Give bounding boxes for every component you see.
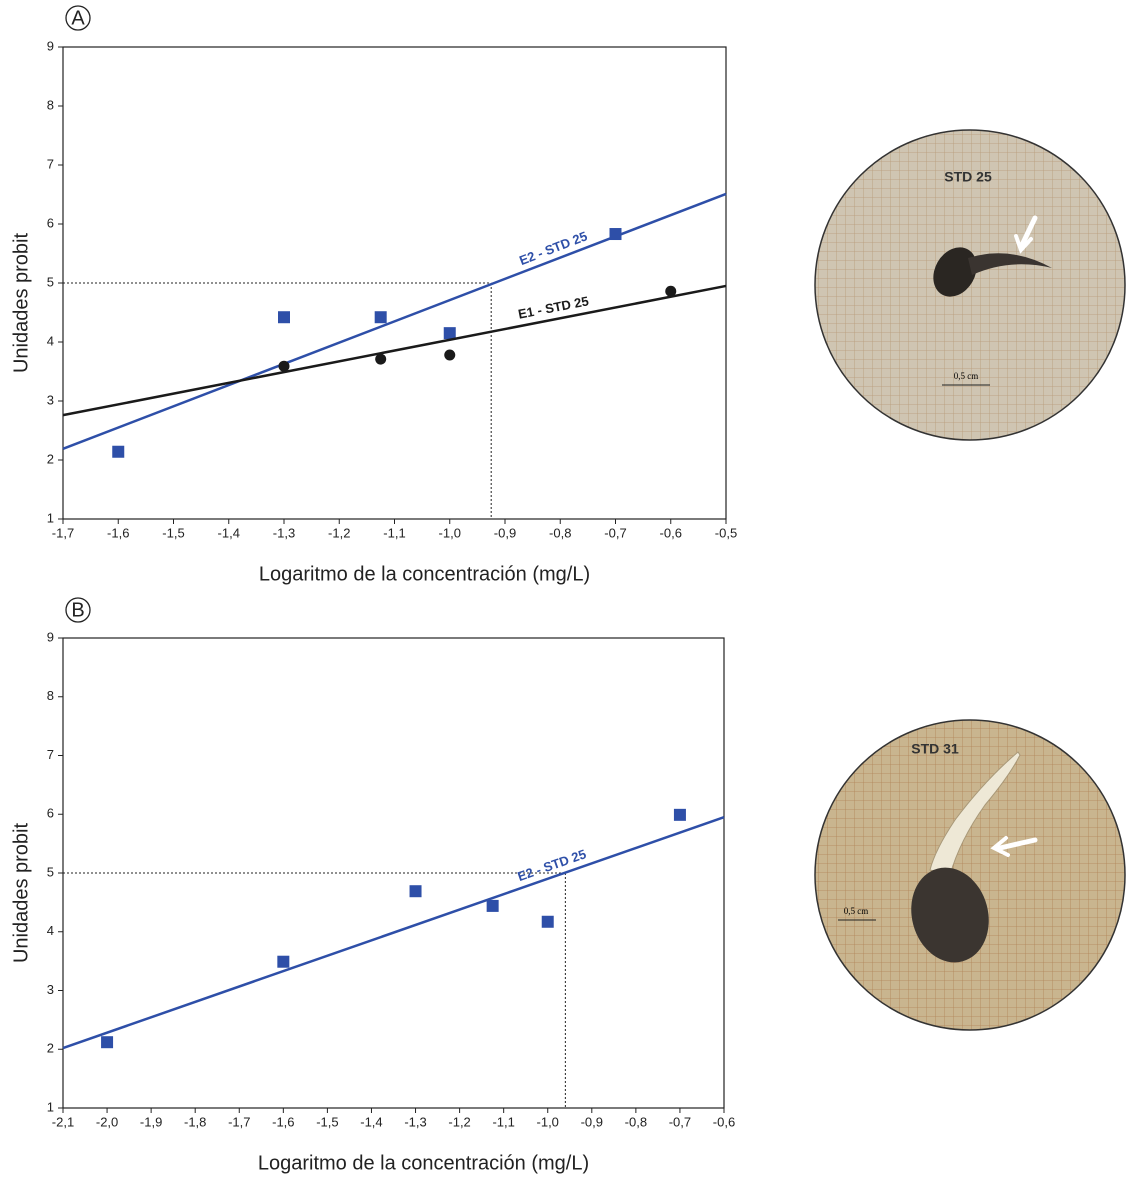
panel-badge [65,5,91,31]
x-tick-label: -1,6 [272,1114,294,1129]
y-axis-label: Unidades probit [10,823,32,964]
x-tick-label: -1,5 [316,1114,338,1129]
x-tick-label: -1,8 [184,1114,206,1129]
plot-area [62,46,727,520]
y-tick-label: 4 [47,333,54,348]
y-tick-label: 6 [47,215,54,230]
y-tick-label: 7 [47,747,54,762]
y-tick-label: 4 [47,923,54,938]
fit-line [62,284,727,417]
x-tick-label: -0,8 [625,1114,647,1129]
x-tick-label: -1,3 [404,1114,426,1129]
x-tick-label: -0,6 [713,1114,735,1129]
point [112,445,125,458]
point [375,353,387,365]
fit-label: E1 - STD 25 [517,293,590,321]
point [665,285,677,297]
y-tick-label: 7 [47,156,54,171]
fit-label: E2 - STD 25 [517,228,589,268]
point [673,808,686,821]
x-tick-label: -1,9 [140,1114,162,1129]
panel-label: A [71,7,85,29]
panel-badge [65,597,91,623]
y-tick-label: 5 [47,274,54,289]
photo-label: STD 31 [911,741,959,757]
x-tick-label: -0,5 [715,525,737,540]
x-tick-label: -0,7 [669,1114,691,1129]
x-tick-label: -1,0 [439,525,461,540]
x-tick-label: -2,1 [52,1114,74,1129]
point [486,899,499,912]
x-tick-label: -1,5 [162,525,184,540]
x-tick-label: -0,7 [604,525,626,540]
x-tick-label: -1,2 [448,1114,470,1129]
x-tick-label: -1,1 [383,525,405,540]
photo-label: STD 25 [944,169,992,185]
x-tick-label: -0,9 [581,1114,603,1129]
x-tick-label: -2,0 [96,1114,118,1129]
fit-line [62,816,725,1050]
x-axis-label: Logaritmo de la concentración (mg/L) [258,1152,589,1174]
x-tick-label: -1,0 [537,1114,559,1129]
point [541,915,554,928]
x-tick-label: -1,4 [218,525,240,540]
photo-a: 0,5 cm STD 25 [814,129,1126,441]
y-tick-label: 8 [47,688,54,703]
photo-scale: 0,5 cm [844,906,869,916]
x-axis-label: Logaritmo de la concentración (mg/L) [259,563,590,585]
x-tick-label: -0,6 [660,525,682,540]
x-tick-label: -0,8 [549,525,571,540]
x-tick-label: -1,2 [328,525,350,540]
x-tick-label: -1,7 [228,1114,250,1129]
y-tick-label: 3 [47,982,54,997]
y-tick-label: 2 [47,1041,54,1056]
y-tick-label: 1 [47,510,54,525]
y-tick-label: 6 [47,806,54,821]
plot-area [62,637,725,1109]
y-tick-label: 9 [47,629,54,644]
fit-line [62,192,727,450]
point [609,228,622,241]
y-tick-label: 3 [47,392,54,407]
point [409,885,422,898]
point [101,1036,114,1049]
point [444,349,456,361]
point [278,311,290,324]
x-tick-label: -1,4 [360,1114,382,1129]
x-tick-label: -0,9 [494,525,516,540]
y-axis-label: Unidades probit [10,233,32,374]
photo-b: 0,5 cm STD 31 [814,719,1126,1031]
x-tick-label: -1,7 [52,525,74,540]
point [277,955,290,968]
y-tick-label: 1 [47,1099,54,1114]
y-tick-label: 5 [47,864,54,879]
panel-label: B [71,599,84,621]
y-tick-label: 2 [47,451,54,466]
point [278,360,290,372]
x-tick-label: -1,3 [273,525,295,540]
photo-scale: 0,5 cm [954,371,979,381]
point [443,327,456,340]
y-tick-label: 9 [47,38,54,53]
point [374,311,387,324]
y-tick-label: 8 [47,97,54,112]
x-tick-label: -1,6 [107,525,129,540]
x-tick-label: -1,1 [492,1114,514,1129]
